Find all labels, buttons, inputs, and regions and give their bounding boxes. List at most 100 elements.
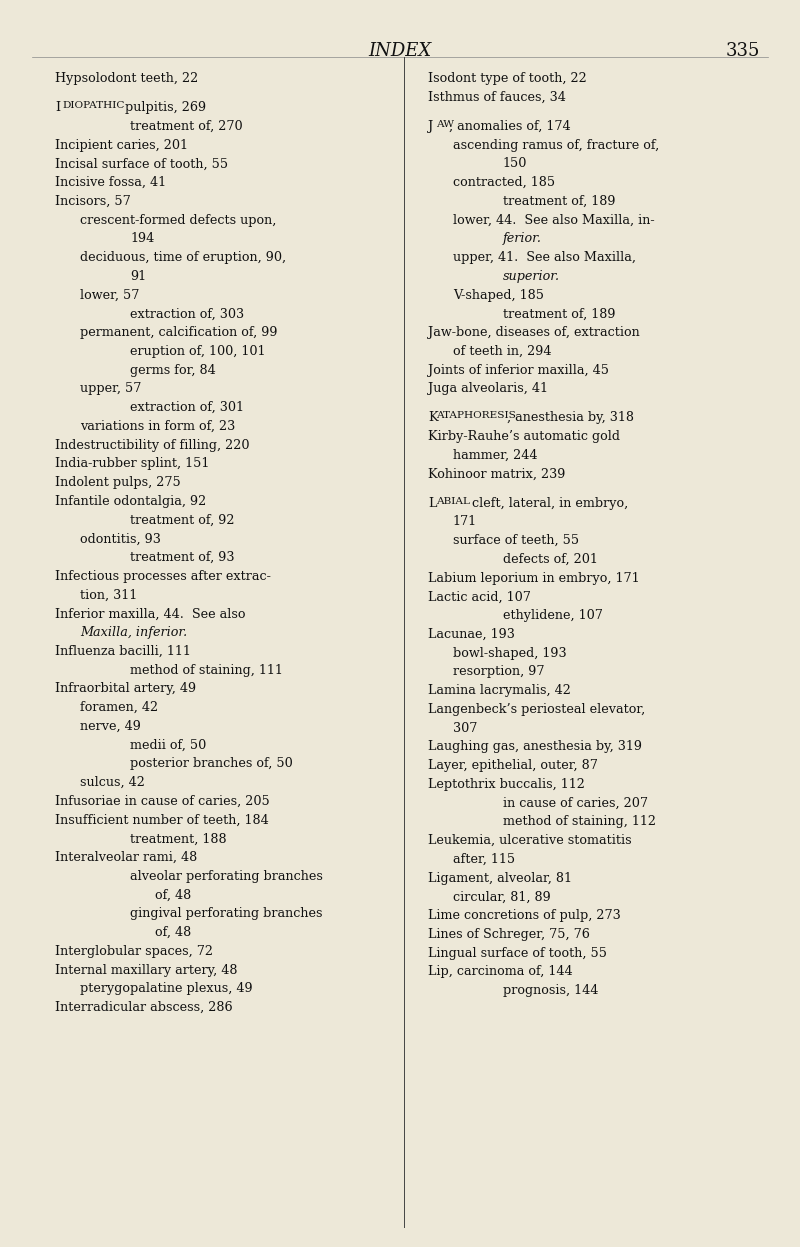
Text: nerve, 49: nerve, 49: [80, 720, 141, 733]
Text: extraction of, 301: extraction of, 301: [130, 402, 244, 414]
Text: 194: 194: [130, 232, 154, 246]
Text: , anesthesia by, 318: , anesthesia by, 318: [507, 412, 634, 424]
Text: Lip, carcinoma of, 144: Lip, carcinoma of, 144: [428, 965, 573, 979]
Text: medii of, 50: medii of, 50: [130, 738, 206, 752]
Text: after, 115: after, 115: [453, 853, 515, 865]
Text: Lactic acid, 107: Lactic acid, 107: [428, 590, 531, 604]
Text: Incisors, 57: Incisors, 57: [55, 195, 130, 208]
Text: of, 48: of, 48: [155, 927, 191, 939]
Text: hammer, 244: hammer, 244: [453, 449, 538, 461]
Text: Maxilla, inferior.: Maxilla, inferior.: [80, 626, 187, 638]
Text: Inferior maxilla, 44.  See also: Inferior maxilla, 44. See also: [55, 607, 246, 620]
Text: prognosis, 144: prognosis, 144: [503, 984, 598, 998]
Text: Internal maxillary artery, 48: Internal maxillary artery, 48: [55, 964, 238, 976]
Text: Laughing gas, anesthesia by, 319: Laughing gas, anesthesia by, 319: [428, 741, 642, 753]
Text: contracted, 185: contracted, 185: [453, 176, 555, 190]
Text: pterygopalatine plexus, 49: pterygopalatine plexus, 49: [80, 983, 253, 995]
Text: method of staining, 111: method of staining, 111: [130, 663, 283, 677]
Text: 307: 307: [453, 722, 478, 734]
Text: Interalveolar rami, 48: Interalveolar rami, 48: [55, 850, 198, 864]
Text: of, 48: of, 48: [155, 889, 191, 902]
Text: Juga alveolaris, 41: Juga alveolaris, 41: [428, 383, 548, 395]
Text: Layer, epithelial, outer, 87: Layer, epithelial, outer, 87: [428, 759, 598, 772]
Text: treatment of, 93: treatment of, 93: [130, 551, 234, 564]
Text: Influenza bacilli, 111: Influenza bacilli, 111: [55, 645, 191, 658]
Text: lower, 57: lower, 57: [80, 288, 139, 302]
Text: J: J: [428, 120, 434, 133]
Text: permanent, calcification of, 99: permanent, calcification of, 99: [80, 325, 278, 339]
Text: Lingual surface of tooth, 55: Lingual surface of tooth, 55: [428, 946, 607, 960]
Text: pulpitis, 269: pulpitis, 269: [122, 101, 206, 113]
Text: Incisive fossa, 41: Incisive fossa, 41: [55, 176, 166, 190]
Text: ATAPHORESIS: ATAPHORESIS: [436, 412, 516, 420]
Text: Isthmus of fauces, 34: Isthmus of fauces, 34: [428, 91, 566, 104]
Text: ferior.: ferior.: [503, 232, 542, 246]
Text: Kirby-Rauhe’s automatic gold: Kirby-Rauhe’s automatic gold: [428, 430, 620, 443]
Text: INDEX: INDEX: [368, 42, 432, 60]
Text: ethylidene, 107: ethylidene, 107: [503, 610, 603, 622]
Text: K: K: [428, 412, 438, 424]
Text: AW: AW: [436, 120, 454, 128]
Text: variations in form of, 23: variations in form of, 23: [80, 420, 235, 433]
Text: gingival perforating branches: gingival perforating branches: [130, 908, 322, 920]
Text: sulcus, 42: sulcus, 42: [80, 776, 145, 789]
Text: 171: 171: [453, 515, 477, 529]
Text: Joints of inferior maxilla, 45: Joints of inferior maxilla, 45: [428, 364, 609, 377]
Text: Indestructibility of filling, 220: Indestructibility of filling, 220: [55, 439, 250, 451]
Text: in cause of caries, 207: in cause of caries, 207: [503, 797, 648, 809]
Text: tion, 311: tion, 311: [80, 589, 138, 601]
Text: , anomalies of, 174: , anomalies of, 174: [449, 120, 570, 133]
Text: superior.: superior.: [503, 269, 560, 283]
Text: 91: 91: [130, 269, 146, 283]
Text: L: L: [428, 496, 436, 510]
Text: Incisal surface of tooth, 55: Incisal surface of tooth, 55: [55, 157, 228, 171]
Text: resorption, 97: resorption, 97: [453, 666, 545, 678]
Text: Leukemia, ulcerative stomatitis: Leukemia, ulcerative stomatitis: [428, 834, 632, 847]
Text: Infantile odontalgia, 92: Infantile odontalgia, 92: [55, 495, 206, 508]
Text: treatment, 188: treatment, 188: [130, 832, 226, 845]
Text: Langenbeck’s periosteal elevator,: Langenbeck’s periosteal elevator,: [428, 703, 646, 716]
Text: Labium leporium in embryo, 171: Labium leporium in embryo, 171: [428, 571, 640, 585]
Text: treatment of, 189: treatment of, 189: [503, 195, 615, 208]
Text: Ligament, alveolar, 81: Ligament, alveolar, 81: [428, 872, 572, 884]
Text: Kohinoor matrix, 239: Kohinoor matrix, 239: [428, 468, 566, 480]
Text: Insufficient number of teeth, 184: Insufficient number of teeth, 184: [55, 813, 269, 827]
Text: treatment of, 189: treatment of, 189: [503, 307, 615, 320]
Text: treatment of, 92: treatment of, 92: [130, 514, 234, 526]
Text: DIOPATHIC: DIOPATHIC: [63, 101, 126, 110]
Text: of teeth in, 294: of teeth in, 294: [453, 345, 551, 358]
Text: Infectious processes after extrac-: Infectious processes after extrac-: [55, 570, 271, 582]
Text: 335: 335: [726, 42, 760, 60]
Text: Lines of Schreger, 75, 76: Lines of Schreger, 75, 76: [428, 928, 590, 941]
Text: deciduous, time of eruption, 90,: deciduous, time of eruption, 90,: [80, 251, 286, 264]
Text: upper, 41.  See also Maxilla,: upper, 41. See also Maxilla,: [453, 251, 636, 264]
Text: Lime concretions of pulp, 273: Lime concretions of pulp, 273: [428, 909, 621, 923]
Text: extraction of, 303: extraction of, 303: [130, 307, 244, 320]
Text: Interradicular abscess, 286: Interradicular abscess, 286: [55, 1001, 233, 1014]
Text: posterior branches of, 50: posterior branches of, 50: [130, 757, 293, 771]
Text: eruption of, 100, 101: eruption of, 100, 101: [130, 345, 266, 358]
Text: ABIAL: ABIAL: [436, 496, 470, 506]
Text: circular, 81, 89: circular, 81, 89: [453, 890, 550, 903]
Text: 150: 150: [503, 157, 527, 171]
Text: Jaw-bone, diseases of, extraction: Jaw-bone, diseases of, extraction: [428, 325, 640, 339]
Text: Leptothrix buccalis, 112: Leptothrix buccalis, 112: [428, 778, 585, 791]
Text: foramen, 42: foramen, 42: [80, 701, 158, 715]
Text: Indolent pulps, 275: Indolent pulps, 275: [55, 476, 181, 489]
Text: ascending ramus of, fracture of,: ascending ramus of, fracture of,: [453, 138, 659, 152]
Text: cleft, lateral, in embryo,: cleft, lateral, in embryo,: [469, 496, 629, 510]
Text: Infusoriae in cause of caries, 205: Infusoriae in cause of caries, 205: [55, 794, 270, 808]
Text: I: I: [55, 101, 60, 113]
Text: alveolar perforating branches: alveolar perforating branches: [130, 870, 323, 883]
Text: Lacunae, 193: Lacunae, 193: [428, 628, 515, 641]
Text: germs for, 84: germs for, 84: [130, 364, 216, 377]
Text: crescent-formed defects upon,: crescent-formed defects upon,: [80, 213, 276, 227]
Text: method of staining, 112: method of staining, 112: [503, 816, 656, 828]
Text: bowl-shaped, 193: bowl-shaped, 193: [453, 647, 566, 660]
Text: defects of, 201: defects of, 201: [503, 552, 598, 566]
Text: treatment of, 270: treatment of, 270: [130, 120, 242, 133]
Text: Lamina lacrymalis, 42: Lamina lacrymalis, 42: [428, 685, 571, 697]
Text: India-rubber splint, 151: India-rubber splint, 151: [55, 458, 210, 470]
Text: Infraorbital artery, 49: Infraorbital artery, 49: [55, 682, 196, 696]
Text: upper, 57: upper, 57: [80, 383, 142, 395]
